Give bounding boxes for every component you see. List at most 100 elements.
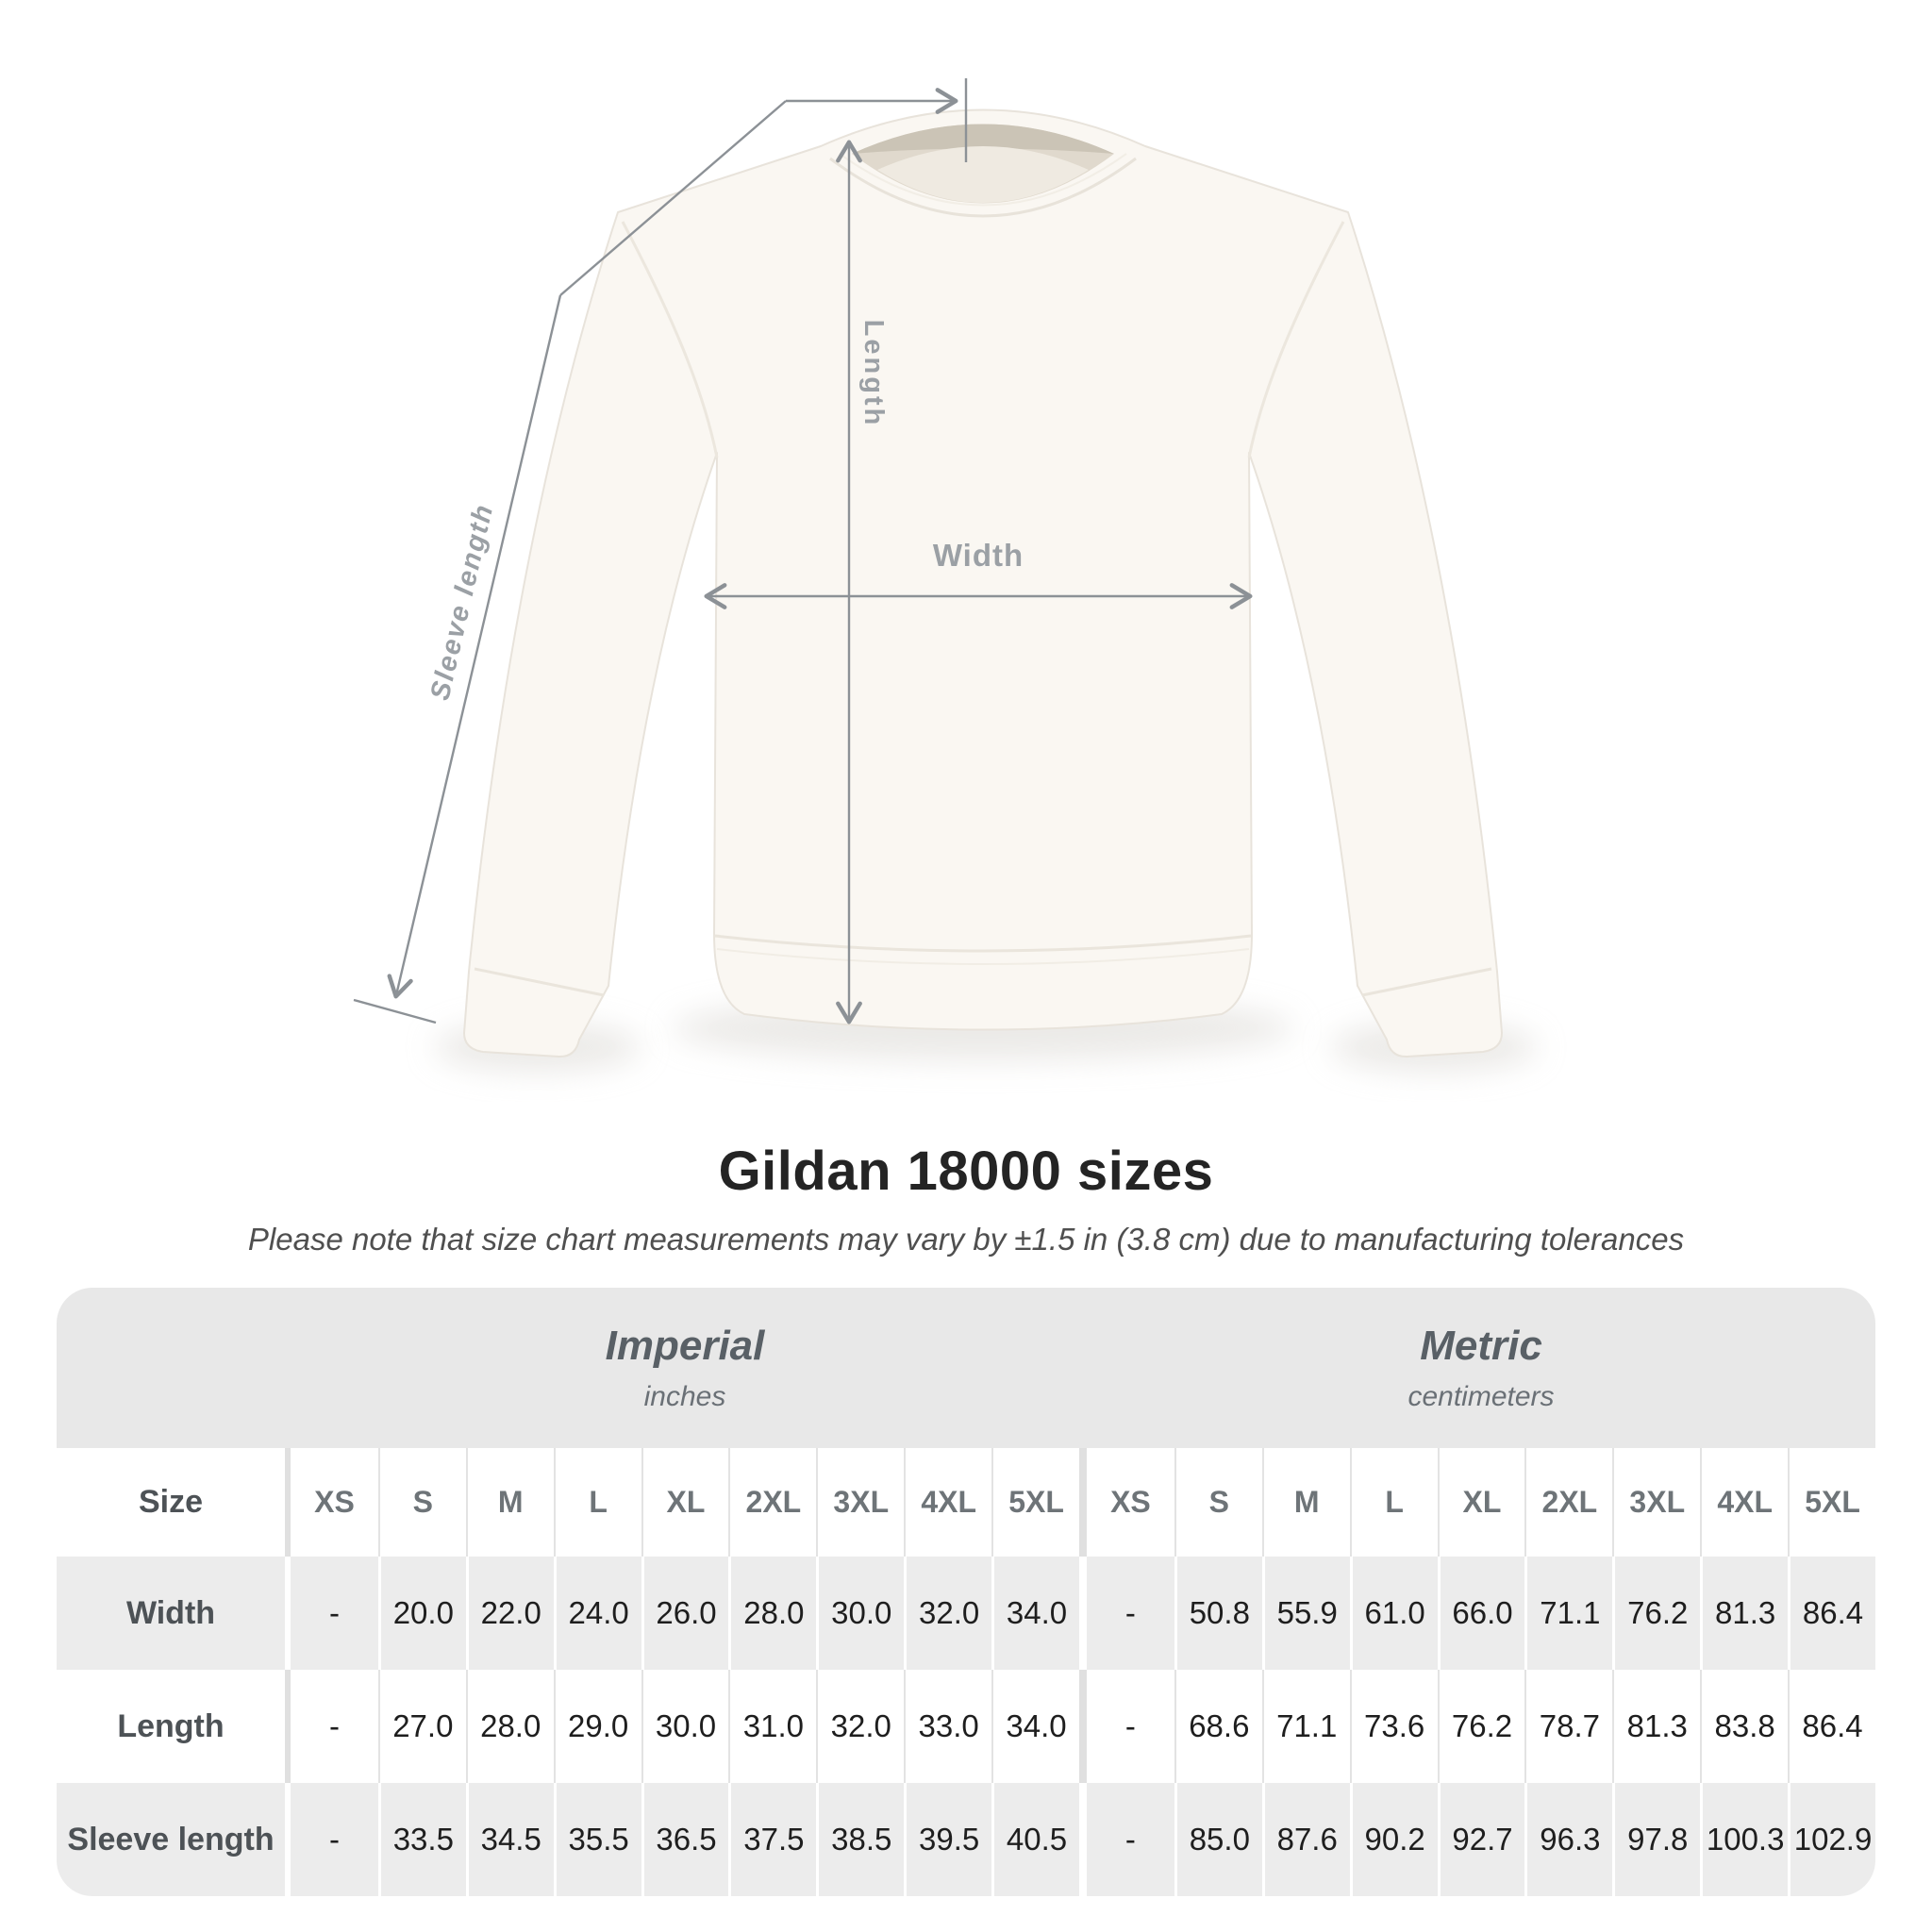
value-cell: 73.6: [1349, 1670, 1438, 1783]
value-cell: 102.9: [1788, 1783, 1875, 1896]
value-cell: -: [1124, 1708, 1136, 1743]
size-header-cell: L: [1349, 1448, 1438, 1557]
value-cell: 85.0: [1174, 1783, 1262, 1896]
value-cell: 50.8: [1174, 1557, 1262, 1670]
right-cuff-seam: [1361, 967, 1492, 997]
size-header-cell: S: [1174, 1448, 1262, 1557]
sweatshirt-body: [463, 108, 1503, 1058]
size-header-cell: 4XL: [1700, 1448, 1788, 1557]
half-divider: [1078, 1557, 1087, 1670]
row-label: Sleeve length: [67, 1821, 275, 1857]
value-cell: 68.6: [1174, 1670, 1262, 1783]
half-divider: [1078, 1448, 1087, 1557]
value-cell: -: [328, 1822, 340, 1857]
collar-inner-shadow: [852, 124, 1114, 154]
size-header-cell: XL: [1437, 1448, 1525, 1557]
size-header-cell: M: [1261, 1448, 1350, 1557]
collar-top-stitch: [839, 153, 1127, 207]
value-cell: -: [328, 1595, 340, 1630]
hem-stitch: [716, 948, 1250, 965]
value-cell: 30.0: [641, 1670, 729, 1783]
group-divider: [285, 1557, 291, 1670]
imperial-group-header: Imperial inches: [291, 1323, 1079, 1413]
group-divider: [285, 1783, 291, 1896]
value-cell: 22.0: [465, 1557, 554, 1670]
table-row-sleeve-length: Sleeve length - 33.5 34.5 35.5 36.5 37.5…: [57, 1783, 1875, 1896]
value-cell: 71.1: [1524, 1557, 1612, 1670]
value-cell: 87.6: [1261, 1783, 1350, 1896]
size-header-cell: L: [553, 1448, 641, 1557]
right-armhole-seam: [1247, 221, 1345, 458]
size-header-cell: 2XL: [728, 1448, 816, 1557]
size-header-cell: 2XL: [1524, 1448, 1612, 1557]
value-cell: -: [1124, 1595, 1136, 1630]
value-cell: 81.3: [1700, 1557, 1788, 1670]
sleeve-line-lower-diagonal: [387, 294, 562, 999]
page-title: Gildan 18000 sizes: [718, 1141, 1214, 1202]
left-cuff-seam: [474, 967, 605, 997]
value-cell: 90.2: [1349, 1783, 1438, 1896]
metric-unit: centimeters: [1407, 1381, 1555, 1412]
value-cell: 26.0: [641, 1557, 729, 1670]
size-header-cell: 5XL: [991, 1448, 1079, 1557]
group-divider: [285, 1448, 291, 1557]
value-cell: 28.0: [728, 1557, 816, 1670]
value-cell: 20.0: [377, 1557, 466, 1670]
sleeve-line-upper-diagonal: [559, 100, 787, 296]
value-cell: 29.0: [553, 1670, 641, 1783]
value-cell: -: [1124, 1822, 1136, 1857]
row-label: Length: [117, 1707, 225, 1744]
value-cell: 86.4: [1788, 1670, 1875, 1783]
value-cell: 40.5: [991, 1783, 1079, 1896]
value-cell: 33.0: [904, 1670, 991, 1783]
size-header-cell: XS: [314, 1485, 355, 1519]
collar-bottom-seam: [829, 157, 1137, 218]
value-cell: 32.0: [816, 1670, 904, 1783]
size-column-header: Size: [138, 1484, 204, 1520]
size-table: Imperial inches Metric centimeters Size …: [57, 1288, 1875, 1896]
value-cell: 66.0: [1437, 1557, 1525, 1670]
size-header-cell: 3XL: [1612, 1448, 1700, 1557]
imperial-label: Imperial: [605, 1323, 765, 1369]
half-divider: [1078, 1670, 1087, 1783]
unit-band: Imperial inches Metric centimeters: [57, 1288, 1875, 1448]
length-label: Length: [858, 320, 889, 428]
value-cell: 34.5: [465, 1783, 554, 1896]
table-row-length: Length - 27.0 28.0 29.0 30.0 31.0 32.0 3…: [57, 1670, 1875, 1783]
value-cell: 97.8: [1612, 1783, 1700, 1896]
value-cell: 36.5: [641, 1783, 729, 1896]
imperial-unit: inches: [643, 1381, 726, 1412]
half-divider: [1078, 1783, 1087, 1896]
value-cell: 37.5: [728, 1783, 816, 1896]
value-cell: 38.5: [816, 1783, 904, 1896]
metric-group-header: Metric centimeters: [1087, 1323, 1875, 1413]
row-label: Width: [125, 1594, 216, 1631]
value-cell: 30.0: [816, 1557, 904, 1670]
value-cell: 96.3: [1524, 1783, 1612, 1896]
left-armhole-seam: [621, 221, 719, 458]
collar-back-neck: [877, 146, 1089, 203]
measurement-lines: [353, 78, 1253, 1024]
value-cell: -: [328, 1708, 340, 1743]
size-header-cell: 5XL: [1788, 1448, 1875, 1557]
value-cell: 78.7: [1524, 1670, 1612, 1783]
group-divider: [285, 1670, 291, 1783]
size-header-row: Size XS S M L XL 2XL 3XL 4XL 5XL XS S M …: [57, 1448, 1875, 1557]
value-cell: 100.3: [1700, 1783, 1788, 1896]
size-header-cell: 3XL: [816, 1448, 904, 1557]
value-cell: 34.0: [991, 1557, 1079, 1670]
value-cell: 83.8: [1700, 1670, 1788, 1783]
size-header-cell: XL: [641, 1448, 729, 1557]
metric-label: Metric: [1420, 1323, 1542, 1369]
value-cell: 34.0: [991, 1670, 1079, 1783]
value-cell: 92.7: [1437, 1783, 1525, 1896]
value-cell: 33.5: [377, 1783, 466, 1896]
value-cell: 39.5: [904, 1783, 991, 1896]
value-cell: 32.0: [904, 1557, 991, 1670]
value-cell: 76.2: [1437, 1670, 1525, 1783]
value-cell: 28.0: [465, 1670, 554, 1783]
sweatshirt-illustration: [463, 108, 1503, 1058]
value-cell: 86.4: [1788, 1557, 1875, 1670]
size-header-cell: 4XL: [904, 1448, 991, 1557]
value-cell: 76.2: [1612, 1557, 1700, 1670]
